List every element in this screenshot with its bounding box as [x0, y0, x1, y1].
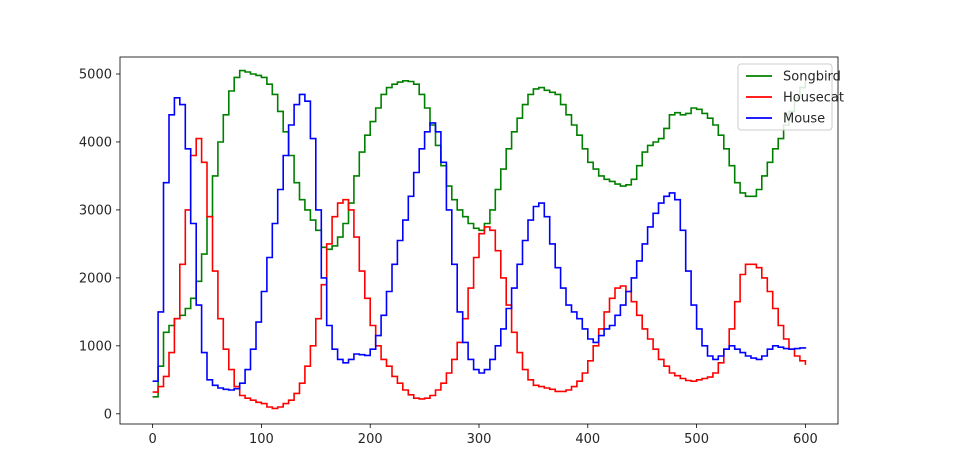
series-line-mouse	[152, 93, 807, 391]
legend-label-songbird: Songbird	[783, 70, 841, 85]
y-tick-label: 2000	[79, 271, 112, 286]
series-layer	[152, 69, 807, 410]
x-tick-label: 500	[684, 432, 709, 447]
y-tick-label: 4000	[79, 135, 112, 150]
legend-label-housecat: Housecat	[783, 91, 844, 106]
x-tick-label: 100	[249, 432, 274, 447]
x-tick-label: 200	[358, 432, 383, 447]
legend-box	[737, 63, 833, 131]
axes-layer: 0 100 200 300 400 500 600 0 1000 2000 3000 4000 5000	[79, 56, 839, 447]
x-tick-label: 400	[575, 432, 600, 447]
legend-label-mouse: Mouse	[783, 112, 825, 127]
y-tick-label: 3000	[79, 203, 112, 218]
series-line-housecat	[152, 137, 807, 410]
y-tick-label: 1000	[79, 339, 112, 354]
x-tick-label: 600	[793, 432, 818, 447]
x-tick-label: 0	[148, 432, 156, 447]
y-tick-label: 5000	[79, 67, 112, 82]
x-tick-label: 300	[467, 432, 492, 447]
series-line-songbird	[152, 69, 807, 398]
y-tick-label: 0	[104, 407, 112, 422]
legend: Songbird Housecat Mouse	[737, 63, 844, 131]
